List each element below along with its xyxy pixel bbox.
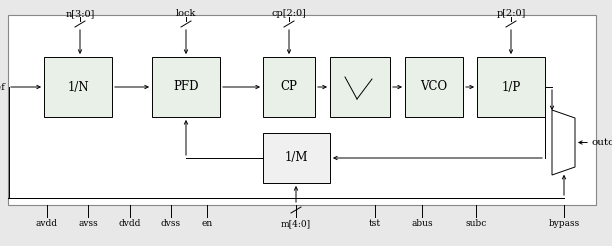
Text: dvss: dvss	[161, 219, 181, 228]
Bar	[330, 57, 390, 117]
Text: 1/N: 1/N	[67, 80, 89, 93]
Text: 1/M: 1/M	[285, 152, 308, 165]
Text: en: en	[201, 219, 212, 228]
Text: CP: CP	[280, 80, 297, 93]
Text: outclk: outclk	[592, 138, 612, 147]
Bar	[263, 57, 315, 117]
Text: PFD: PFD	[173, 80, 199, 93]
Text: avss: avss	[78, 219, 98, 228]
Bar	[405, 57, 463, 117]
Text: m[4:0]: m[4:0]	[281, 219, 311, 228]
Text: p[2:0]: p[2:0]	[496, 9, 526, 18]
Bar	[8, 15, 596, 205]
Polygon shape	[552, 110, 575, 175]
Text: 1/P: 1/P	[501, 80, 521, 93]
Bar	[152, 57, 220, 117]
Text: cp[2:0]: cp[2:0]	[272, 9, 307, 18]
Text: dvdd: dvdd	[119, 219, 141, 228]
Text: ref: ref	[0, 82, 6, 92]
Bar	[263, 133, 330, 183]
Text: avdd: avdd	[36, 219, 58, 228]
Text: tst: tst	[369, 219, 381, 228]
Text: VCO: VCO	[420, 80, 447, 93]
Text: subc: subc	[465, 219, 487, 228]
Text: bypass: bypass	[548, 219, 580, 228]
Bar	[44, 57, 112, 117]
Bar	[477, 57, 545, 117]
Text: abus: abus	[411, 219, 433, 228]
Text: n[3:0]: n[3:0]	[65, 9, 95, 18]
Text: lock: lock	[176, 9, 196, 18]
